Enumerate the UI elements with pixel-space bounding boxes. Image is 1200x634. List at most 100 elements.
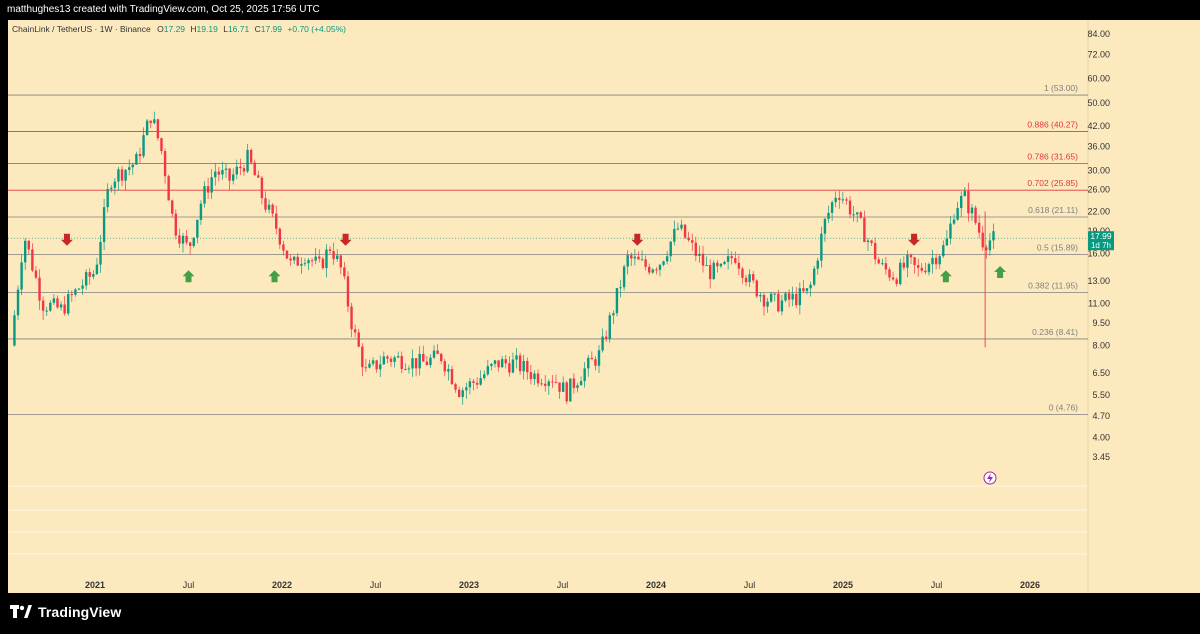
- price-tick-label: 4.70: [1092, 411, 1110, 421]
- candle-body: [77, 288, 81, 290]
- candle-body: [809, 284, 812, 289]
- chart-plot-area[interactable]: [8, 20, 1088, 580]
- fib-level-label: 0 (4.76): [1049, 402, 1078, 412]
- candle-body: [691, 240, 694, 243]
- candle-body: [110, 187, 113, 190]
- candle-body: [838, 197, 841, 200]
- fib-level-label: 0.886 (40.27): [1027, 119, 1078, 129]
- candle-body: [45, 310, 48, 312]
- candle-body: [249, 149, 253, 163]
- candle-body: [913, 257, 916, 266]
- candle-body: [49, 302, 52, 311]
- up-arrow-marker: [182, 270, 195, 283]
- candle-body: [823, 218, 827, 234]
- candle-body: [149, 120, 152, 124]
- candle-body: [386, 356, 389, 359]
- candle-body: [902, 262, 906, 268]
- candle-body: [934, 257, 938, 265]
- candle-body: [938, 256, 941, 265]
- time-tick-label: Jul: [183, 580, 195, 590]
- price-tick-label: 16.00: [1087, 249, 1110, 259]
- candle-body: [658, 264, 662, 270]
- candle-body: [127, 167, 131, 170]
- candle-body: [264, 198, 267, 210]
- time-tick-label: Jul: [744, 580, 756, 590]
- candle-body: [594, 359, 597, 366]
- candle-body: [780, 300, 784, 312]
- candle-body: [404, 368, 407, 370]
- tradingview-logo-text: TradingView: [38, 604, 122, 620]
- candle-body: [486, 366, 490, 375]
- candle-body: [830, 202, 834, 213]
- candle-body: [597, 350, 601, 366]
- candle-body: [683, 224, 687, 238]
- candle-body: [131, 164, 134, 168]
- candle-body: [99, 241, 102, 265]
- candle-body: [23, 240, 27, 263]
- candle-body: [418, 353, 421, 369]
- candle-body: [705, 265, 708, 267]
- candle-body: [275, 213, 278, 229]
- candle-body: [422, 353, 425, 362]
- candle-body: [712, 262, 715, 280]
- candle-body: [260, 177, 264, 199]
- candle-body: [328, 249, 332, 252]
- candle-body: [848, 200, 852, 215]
- lightning-icon: [983, 471, 997, 485]
- candle-body: [651, 269, 654, 273]
- legend-low: 16.71: [227, 24, 250, 34]
- legend-change: +0.70 (+4.05%): [287, 24, 346, 34]
- legend-symbol: ChainLink / TetherUS · 1W · Binance: [12, 24, 151, 34]
- candle-body: [791, 293, 794, 300]
- candle-body: [665, 256, 669, 262]
- candle-body: [587, 357, 590, 369]
- candle-body: [20, 262, 23, 290]
- price-badge-value: 17.99: [1090, 231, 1112, 241]
- candle-body: [529, 372, 533, 380]
- candle-body: [350, 306, 353, 330]
- candle-body: [812, 268, 816, 285]
- candle-body: [84, 272, 88, 286]
- chart-svg: 1 (53.00) 0.886 (40.27) 0.786 (31.65) 0.702…: [8, 20, 1114, 593]
- candle-body: [361, 346, 364, 368]
- price-tick-label: 36.00: [1087, 141, 1110, 151]
- candle-body: [927, 264, 931, 273]
- candle-body: [992, 231, 995, 241]
- candle-body: [357, 332, 360, 347]
- candle-body: [447, 369, 450, 372]
- candle-body: [443, 361, 446, 372]
- candle-body: [145, 120, 149, 136]
- candle-body: [432, 350, 436, 358]
- candle-body: [153, 119, 156, 124]
- candle-body: [336, 255, 339, 260]
- time-axis[interactable]: [8, 575, 1088, 593]
- candle-body: [203, 186, 206, 204]
- candle-body: [967, 191, 970, 214]
- candle-body: [977, 222, 981, 233]
- candle-body: [382, 356, 386, 365]
- candle-body: [59, 304, 63, 308]
- time-tick-label: Jul: [557, 580, 569, 590]
- candle-body: [590, 357, 594, 360]
- price-tick-label: 19.00: [1087, 226, 1110, 236]
- candle-body: [257, 175, 260, 178]
- legend-open-label: O: [157, 24, 164, 34]
- candle-body: [296, 256, 299, 266]
- candle-body: [755, 280, 759, 297]
- candle-body: [644, 259, 647, 267]
- candle-body: [310, 260, 314, 262]
- candle-body: [752, 274, 755, 281]
- up-arrow-marker: [994, 265, 1007, 278]
- chart-legend: ChainLink / TetherUS · 1W · Binance O17.…: [12, 24, 346, 34]
- bottom-bar: TradingView: [0, 594, 1200, 634]
- candle-body: [906, 254, 909, 268]
- candle-body: [766, 301, 769, 307]
- tradingview-logo[interactable]: TradingView: [10, 604, 121, 620]
- price-axis[interactable]: [1088, 20, 1200, 580]
- candle-body: [407, 368, 411, 370]
- candle-body: [289, 258, 292, 261]
- candle-body: [834, 197, 837, 203]
- candle-body: [375, 360, 378, 370]
- candle-body: [891, 277, 895, 280]
